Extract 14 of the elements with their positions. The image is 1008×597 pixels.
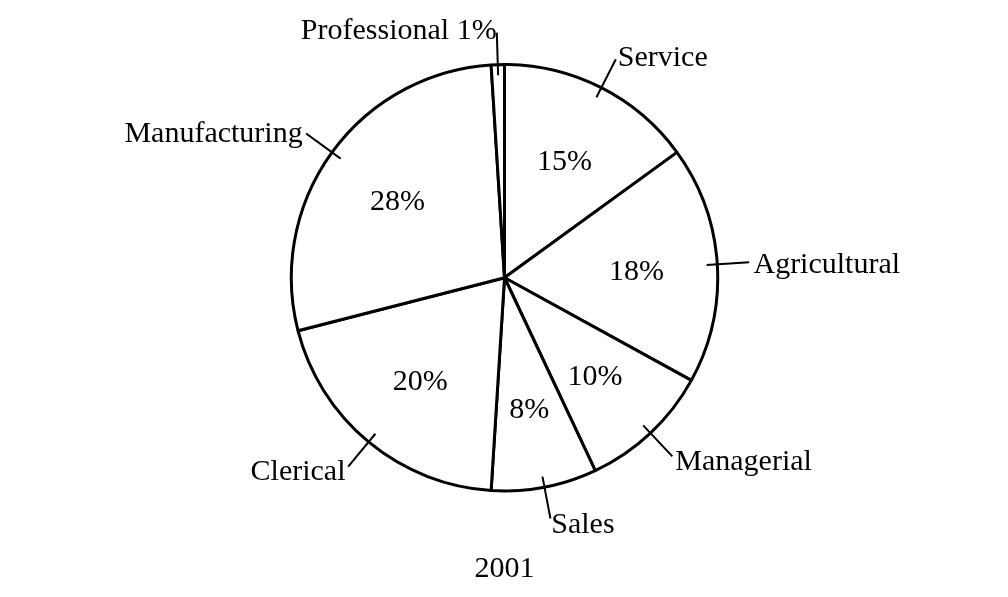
slice-label: Professional 1% — [300, 11, 497, 45]
text: 2001 — [474, 550, 535, 584]
data-label: 8% — [509, 391, 550, 425]
data-label: 18% — [608, 252, 664, 286]
slice-label: Clerical — [250, 453, 346, 487]
data-label: 20% — [392, 363, 448, 397]
slice-label: Managerial — [675, 443, 812, 477]
data-label: 10% — [567, 357, 623, 391]
slice-label: Sales — [551, 506, 615, 540]
slice-label: Agricultural — [753, 245, 901, 279]
data-label: 28% — [370, 183, 426, 217]
slice-label: Service — [617, 38, 708, 72]
data-label: 15% — [537, 143, 593, 177]
slice-label: Manufacturing — [124, 114, 303, 148]
